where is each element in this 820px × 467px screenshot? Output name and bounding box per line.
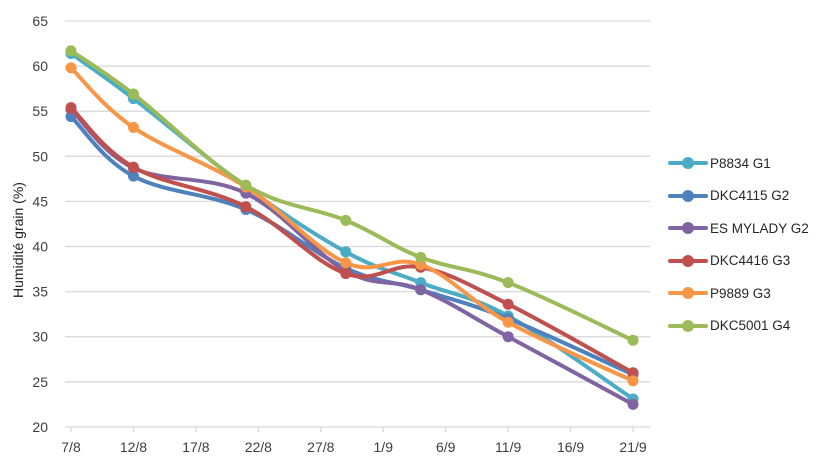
series-dkc4115-g2	[65, 111, 639, 381]
gridlines	[65, 20, 650, 428]
x-tick-label: 11/9	[495, 439, 521, 455]
data-point-marker	[627, 375, 639, 387]
y-tick-label: 20	[32, 419, 48, 435]
y-tick-label: 45	[32, 193, 48, 209]
data-point-marker	[340, 214, 352, 226]
legend: P8834 G1 DKC4115 G2 ES MYLADY G2 DKC4416 G3…	[668, 147, 809, 342]
y-tick-label: 35	[32, 284, 48, 300]
data-point-marker	[502, 298, 514, 310]
x-axis: 7/8 12/8 17/8 22/8 27/8 1/9 6/9 11/9 16/9 21/9	[61, 426, 647, 455]
data-point-marker	[127, 88, 139, 100]
legend-line-marker-icon	[668, 254, 708, 268]
series-line	[69, 51, 636, 401]
data-point-marker	[127, 170, 139, 182]
data-point-marker	[65, 102, 77, 114]
legend-item: DKC4416 G3	[668, 245, 809, 278]
legend-item: P9889 G3	[668, 277, 809, 310]
legend-item: DKC4115 G2	[668, 180, 809, 213]
data-point-marker	[240, 179, 252, 191]
data-point-marker	[502, 277, 514, 289]
legend-item: ES MYLADY G2	[668, 212, 809, 245]
data-point-marker	[65, 62, 77, 74]
x-tick-label: 21/9	[619, 439, 646, 455]
legend-item: DKC5001 G4	[668, 310, 809, 343]
x-tick-label: 17/8	[182, 439, 209, 455]
series-dkc5001-g4	[65, 45, 639, 346]
data-point-marker	[127, 121, 139, 133]
data-point-marker	[65, 45, 77, 57]
x-tick-label: 16/9	[557, 439, 584, 455]
data-point-marker	[415, 251, 427, 263]
x-tick-label: 22/8	[245, 439, 272, 455]
legend-line-marker-icon	[668, 286, 708, 300]
data-point-marker	[502, 316, 514, 328]
legend-line-marker-icon	[668, 156, 708, 170]
data-point-marker	[340, 257, 352, 269]
data-point-marker	[627, 334, 639, 346]
series-line	[69, 105, 636, 375]
data-point-marker	[340, 246, 352, 258]
data-point-marker	[240, 201, 252, 213]
x-tick-label: 7/8	[61, 439, 81, 455]
legend-label: DKC4115 G2	[710, 188, 790, 204]
y-tick-label: 40	[32, 239, 48, 255]
legend-line-marker-icon	[668, 319, 708, 333]
x-tick-label: 27/8	[307, 439, 334, 455]
legend-label: P9889 G3	[710, 285, 771, 301]
data-point-marker	[127, 161, 139, 173]
data-point-marker	[502, 331, 514, 343]
x-tick-label: 1/9	[374, 439, 394, 455]
y-axis-ticks: 20 25 30 35 40 45 50 55 60 65	[32, 13, 48, 435]
y-tick-label: 60	[32, 58, 48, 74]
data-point-marker	[340, 268, 352, 280]
x-tick-label: 12/8	[120, 439, 147, 455]
y-tick-label: 30	[32, 329, 48, 345]
legend-label: DKC4416 G3	[710, 253, 791, 269]
series-lines	[65, 45, 639, 410]
x-tick-label: 6/9	[436, 439, 456, 455]
series-line	[69, 48, 636, 343]
legend-label: P8834 G1	[710, 155, 771, 171]
data-point-marker	[627, 367, 639, 379]
series-line	[69, 114, 636, 377]
y-tick-label: 50	[32, 148, 48, 164]
series-p8834-g1	[65, 47, 639, 405]
data-point-marker	[627, 398, 639, 410]
legend-line-marker-icon	[668, 221, 708, 235]
legend-item: P8834 G1	[668, 147, 809, 180]
legend-label: ES MYLADY G2	[710, 220, 809, 236]
y-axis-title: Humidité grain (%)	[10, 182, 26, 298]
y-tick-label: 55	[32, 103, 48, 119]
y-tick-label: 65	[32, 13, 48, 29]
legend-label: DKC5001 G4	[710, 318, 791, 334]
legend-line-marker-icon	[668, 189, 708, 203]
data-point-marker	[415, 284, 427, 296]
y-tick-label: 25	[32, 374, 48, 390]
series-dkc4416-g3	[65, 102, 639, 379]
